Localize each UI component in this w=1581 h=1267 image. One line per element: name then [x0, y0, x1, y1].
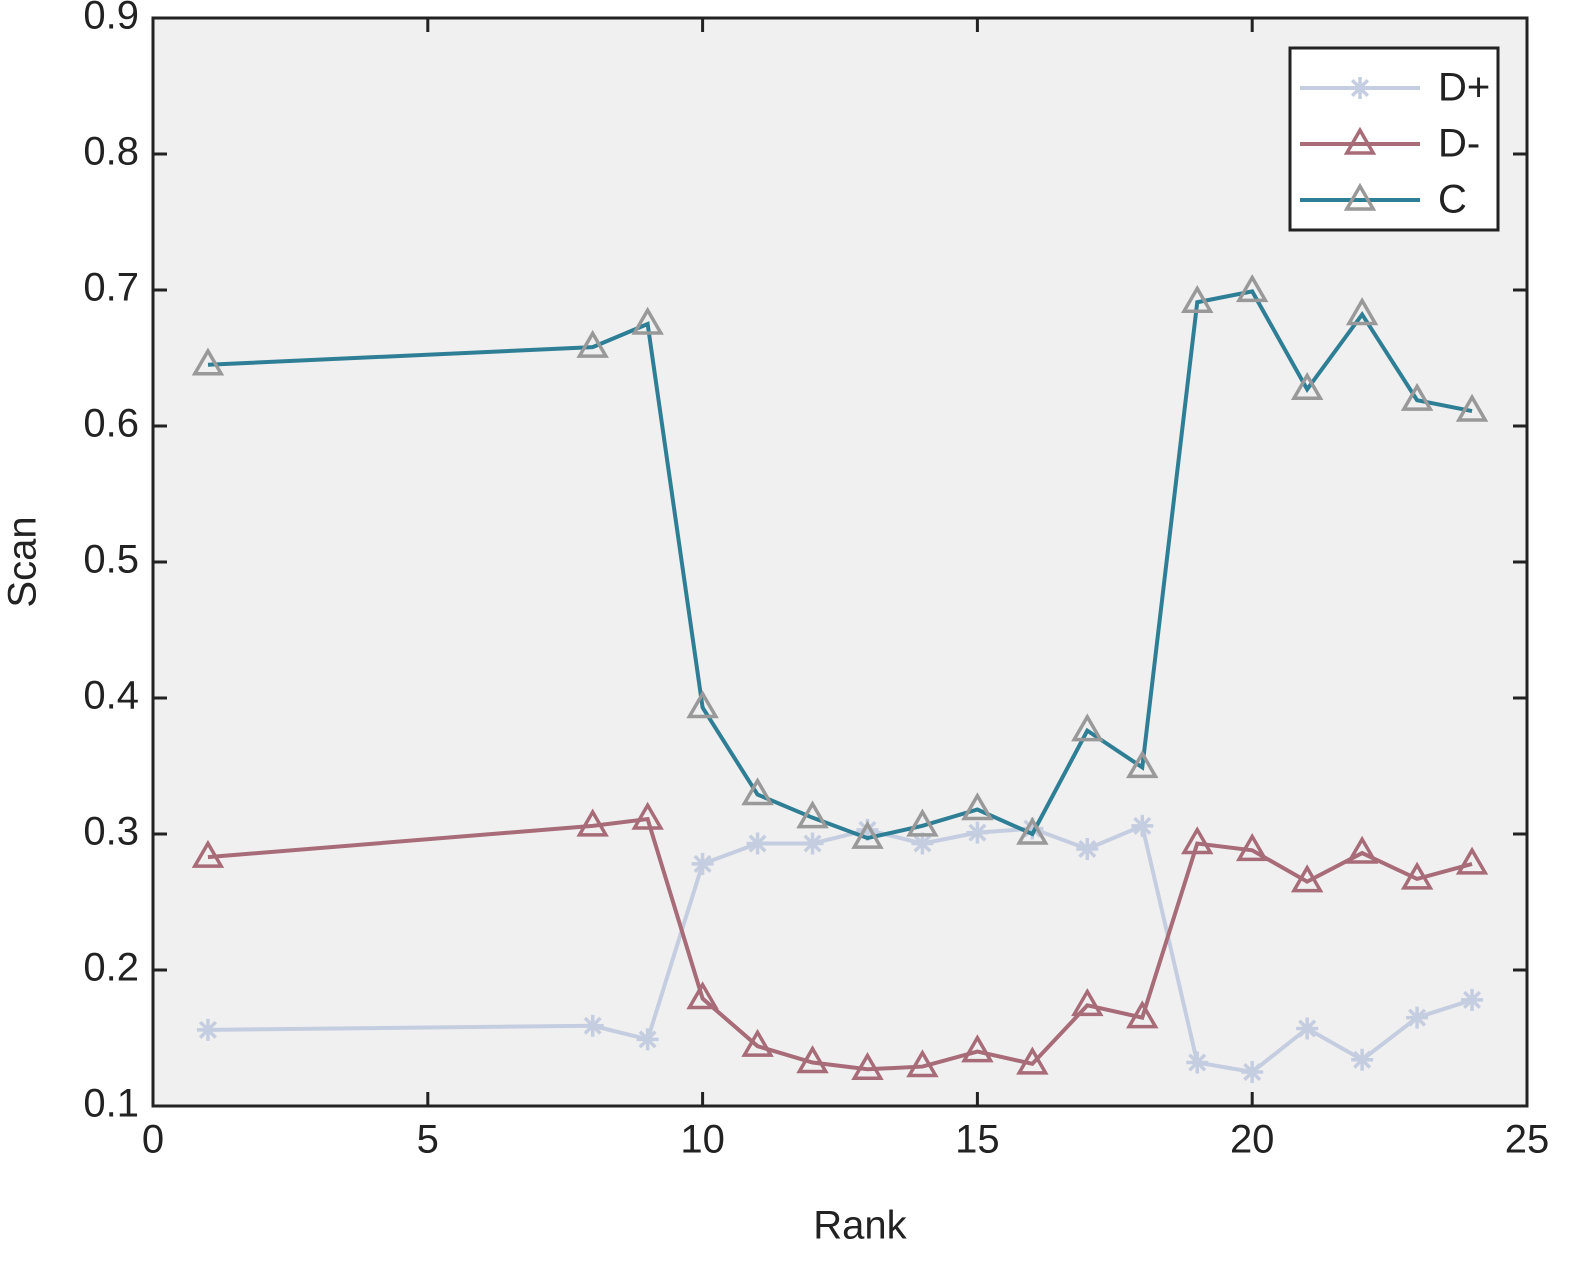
- marker: [796, 1045, 829, 1074]
- marker: [1016, 816, 1049, 845]
- marker: [1351, 1048, 1374, 1071]
- series-line: [207, 816, 1473, 1072]
- marker: [1021, 817, 1044, 840]
- marker: [801, 832, 824, 855]
- marker: [1290, 371, 1324, 401]
- marker: [686, 690, 719, 719]
- y-axis-label: Scan: [1, 516, 45, 607]
- marker: [631, 801, 664, 830]
- marker: [906, 1049, 939, 1078]
- marker: [1290, 864, 1324, 893]
- marker: [1126, 1000, 1159, 1029]
- marker: [191, 839, 225, 868]
- marker: [686, 981, 719, 1010]
- marker: [1071, 988, 1104, 1017]
- marker: [1235, 274, 1269, 303]
- x-tick-label: 20: [1230, 1118, 1275, 1162]
- marker: [191, 347, 225, 376]
- marker: [1131, 814, 1154, 837]
- marker: [1241, 1061, 1264, 1083]
- legend-marker: [1349, 77, 1371, 99]
- series-line: [207, 823, 1473, 1075]
- x-tick-label: 0: [142, 1118, 164, 1162]
- y-tick-label: 0.3: [83, 810, 139, 854]
- marker: [1345, 297, 1379, 326]
- marker: [1406, 1006, 1429, 1029]
- marker: [636, 1028, 659, 1051]
- marker: [691, 852, 714, 875]
- marker: [1181, 284, 1214, 313]
- marker: [1461, 988, 1484, 1011]
- marker: [796, 800, 829, 829]
- x-tick-label: 15: [955, 1118, 1000, 1162]
- plot-frame: [151, 16, 1529, 1108]
- marker: [1235, 833, 1269, 862]
- marker: [1181, 826, 1214, 855]
- y-tick-label: 0.9: [83, 0, 139, 38]
- marker: [576, 329, 609, 358]
- legend-label: D+: [1438, 66, 1490, 110]
- marker: [851, 1051, 884, 1081]
- marker: [1296, 1017, 1319, 1040]
- marker: [581, 1014, 604, 1037]
- x-axis-label: Rank: [813, 1204, 907, 1248]
- x-tick-label: 25: [1505, 1118, 1550, 1162]
- x-tick-label: 5: [417, 1118, 439, 1162]
- marker: [906, 808, 939, 837]
- marker: [856, 818, 879, 841]
- y-tick-label: 0.7: [83, 266, 139, 310]
- legend-marker: [1343, 182, 1377, 211]
- marker: [1400, 861, 1434, 890]
- marker: [1016, 1046, 1049, 1075]
- marker: [741, 1028, 774, 1057]
- legend-marker: [1343, 126, 1377, 155]
- y-tick-label: 0.5: [83, 538, 139, 582]
- y-tick-label: 0.4: [83, 674, 139, 718]
- marker: [1455, 393, 1489, 422]
- marker: [196, 1018, 219, 1041]
- marker: [746, 832, 769, 855]
- marker: [961, 1034, 994, 1063]
- marker: [576, 808, 609, 837]
- marker: [631, 306, 664, 335]
- marker: [851, 820, 884, 849]
- marker: [911, 832, 934, 855]
- series-line: [207, 289, 1473, 841]
- marker: [1345, 835, 1379, 864]
- marker: [1400, 382, 1434, 411]
- y-tick-label: 0.2: [83, 946, 139, 990]
- x-tick-label: 10: [680, 1118, 725, 1162]
- marker: [961, 792, 994, 821]
- y-tick-label: 0.1: [83, 1082, 139, 1126]
- y-tick-label: 0.6: [83, 402, 139, 446]
- legend-label: D-: [1438, 122, 1480, 166]
- legend-label: C: [1438, 178, 1467, 222]
- marker: [1126, 750, 1159, 779]
- y-tick-label: 0.8: [83, 130, 139, 174]
- marker: [1455, 846, 1489, 875]
- marker: [1186, 1051, 1209, 1074]
- marker: [1071, 713, 1104, 742]
- marker: [741, 777, 774, 806]
- marker: [1076, 837, 1099, 860]
- marker: [966, 821, 989, 844]
